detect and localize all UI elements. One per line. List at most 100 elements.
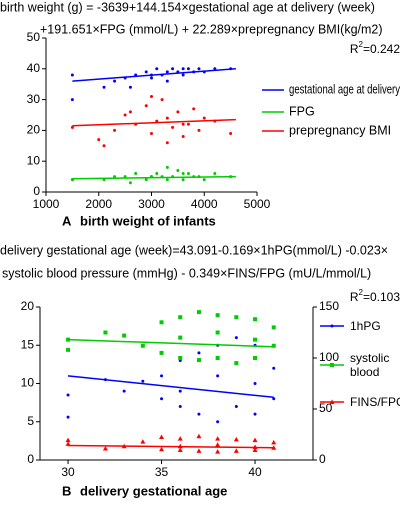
point: [159, 350, 164, 355]
y-tick-label: 30: [27, 92, 41, 106]
point: [144, 70, 148, 74]
point: [213, 172, 217, 176]
legend-marker: [330, 324, 334, 328]
point: [272, 397, 276, 401]
fit-line: [67, 375, 274, 399]
equation-line: delivery gestational age (week)=43.091-0…: [0, 243, 388, 257]
point: [215, 449, 221, 454]
point: [165, 70, 169, 74]
point: [141, 379, 145, 383]
point: [66, 347, 71, 352]
point: [176, 168, 180, 172]
point: [123, 113, 127, 117]
point: [229, 131, 233, 135]
point: [202, 178, 206, 182]
point: [160, 374, 164, 378]
point: [66, 393, 70, 397]
x-tick-label: 40: [248, 465, 262, 479]
point: [160, 397, 164, 401]
point: [177, 436, 183, 441]
point: [271, 439, 277, 445]
point: [271, 325, 276, 330]
point: [171, 125, 175, 129]
y2-tick-label: 150: [319, 299, 339, 313]
y-tick-label: 0: [27, 452, 34, 466]
legend-marker: [329, 399, 335, 404]
point: [102, 144, 106, 148]
point: [252, 437, 258, 443]
y-tick-label: 10: [21, 376, 35, 390]
point: [271, 343, 276, 348]
point: [97, 138, 101, 142]
point: [165, 79, 169, 83]
point: [160, 98, 164, 102]
legend-label: gestational age at delivery: [289, 82, 401, 96]
point: [186, 67, 190, 71]
point: [253, 356, 258, 360]
x-tick-label: 1000: [33, 197, 60, 211]
point: [134, 172, 138, 176]
r-squared-symbol: R: [350, 290, 359, 304]
point: [128, 181, 132, 185]
r-squared-exponent: 2: [359, 288, 364, 297]
x-tick-label: 30: [61, 465, 75, 479]
legend-label: 1hPG: [350, 319, 381, 333]
point: [113, 175, 117, 179]
point: [216, 374, 220, 378]
point: [186, 122, 190, 126]
point: [159, 434, 165, 440]
point: [178, 335, 183, 340]
point: [171, 67, 175, 71]
point: [70, 73, 74, 77]
point: [234, 361, 239, 366]
point: [197, 67, 201, 71]
legend-label: FPG: [289, 104, 315, 118]
point: [140, 439, 146, 444]
x-tick-label: 4000: [191, 197, 218, 211]
point: [113, 79, 117, 83]
point: [196, 448, 202, 453]
point: [196, 358, 201, 363]
y-tick-label: 20: [21, 299, 35, 313]
point: [165, 116, 169, 120]
fit-line: [72, 175, 236, 180]
point: [159, 446, 165, 452]
point: [66, 415, 70, 419]
point: [202, 116, 206, 120]
point: [215, 313, 220, 318]
y-tick-label: 15: [21, 337, 35, 351]
point: [150, 76, 153, 80]
point: [144, 104, 148, 108]
point: [192, 107, 196, 111]
y2-tick-label: 50: [319, 401, 333, 415]
panel-label: A: [62, 213, 72, 228]
legend-label: systolic blood pressure: [350, 351, 397, 381]
point: [181, 67, 185, 71]
point: [181, 73, 185, 77]
point: [122, 333, 127, 338]
point: [122, 389, 126, 393]
point: [178, 356, 183, 360]
r-squared: R2=0.242: [350, 40, 400, 56]
r-squared-value: =0.103: [363, 290, 400, 304]
point: [197, 351, 201, 355]
equation-line: birth weight (g) = -3639+144.154×gestati…: [0, 0, 375, 14]
point: [215, 330, 220, 335]
point: [213, 67, 217, 71]
point: [144, 178, 148, 182]
point: [178, 315, 183, 320]
point: [234, 404, 238, 408]
r-squared-value: =0.242: [363, 42, 400, 56]
point: [155, 172, 159, 176]
r-squared-symbol: R: [350, 42, 359, 56]
y2-tick-label: 100: [319, 350, 339, 364]
point: [140, 343, 145, 348]
legend-label-box: 1hPG: [350, 319, 381, 333]
y-tick-label: 5: [27, 414, 34, 428]
fit-line: [68, 338, 274, 348]
point: [196, 310, 201, 315]
point: [233, 436, 239, 442]
fit-line: [72, 118, 236, 127]
point: [253, 382, 257, 385]
